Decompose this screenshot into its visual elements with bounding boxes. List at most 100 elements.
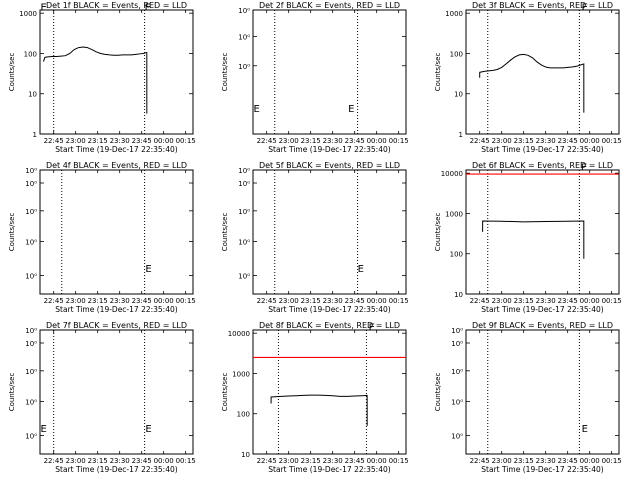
- x-tick-label: 23:45: [558, 137, 578, 145]
- y-tick-label: 10⁰: [25, 340, 37, 348]
- e-marker: E: [40, 424, 46, 435]
- x-tick-label: 23:30: [110, 457, 130, 465]
- e-marker: E: [145, 424, 151, 435]
- y-axis-label: Counts/sec: [8, 53, 16, 92]
- x-tick-label: 00:15: [389, 457, 409, 465]
- x-tick-label: 23:15: [88, 457, 108, 465]
- x-tick-label: 22:45: [44, 457, 64, 465]
- y-axis-label: Counts/sec: [434, 213, 442, 252]
- panel-title: Det 8f BLACK = Events, RED = LLD: [259, 321, 400, 330]
- y-tick-label: 10000: [441, 170, 463, 178]
- x-tick-label: 23:15: [514, 137, 534, 145]
- x-tick-label: 23:30: [536, 457, 556, 465]
- y-tick-label: 1000: [232, 370, 250, 378]
- detector-panel: Det 5f BLACK = Events, RED = LLD 22:45 23:…: [221, 161, 409, 314]
- y-tick-label: 10⁰: [238, 7, 250, 15]
- panel-title: Det 9f BLACK = Events, RED = LLD: [472, 321, 613, 330]
- events-series-line: [270, 394, 368, 426]
- x-tick-label: 23:30: [536, 297, 556, 305]
- x-tick-label: 00:15: [176, 137, 196, 145]
- panel-title: Det 5f BLACK = Events, RED = LLD: [259, 161, 400, 170]
- y-tick-label: 10⁰: [25, 238, 37, 246]
- y-tick-label: 10⁰: [25, 327, 37, 335]
- x-tick-label: 00:00: [367, 137, 387, 145]
- e-marker: E: [581, 163, 587, 174]
- x-tick-label: 23:15: [514, 297, 534, 305]
- y-axis-label: Counts/sec: [221, 373, 229, 412]
- x-tick-label: 23:15: [301, 137, 321, 145]
- y-tick-label: 10⁰: [451, 432, 463, 440]
- plot-frame: [252, 329, 407, 455]
- x-tick-label: 23:00: [492, 297, 512, 305]
- y-tick-label: 10⁰: [451, 398, 463, 406]
- y-tick-label: 10⁰: [25, 180, 37, 188]
- x-tick-label: 23:15: [88, 137, 108, 145]
- x-tick-label: 22:45: [44, 297, 64, 305]
- y-tick-label: 10: [28, 91, 37, 99]
- x-tick-label: 00:15: [602, 137, 622, 145]
- e-marker: E: [40, 3, 46, 14]
- x-tick-label: 23:45: [132, 457, 152, 465]
- y-tick-label: 10⁰: [25, 398, 37, 406]
- plot-frame: [252, 9, 407, 135]
- x-tick-label: 22:45: [470, 297, 490, 305]
- x-axis-label: Start Time (19-Dec-17 22:35:40): [268, 145, 390, 154]
- plot-frame: [465, 169, 620, 295]
- x-tick-label: 00:00: [154, 137, 174, 145]
- x-tick-label: 23:45: [345, 457, 365, 465]
- x-tick-label: 23:45: [132, 137, 152, 145]
- y-axis-label: Counts/sec: [221, 53, 229, 92]
- x-tick-label: 22:45: [257, 137, 277, 145]
- x-tick-label: 00:00: [154, 457, 174, 465]
- events-series-line: [482, 220, 585, 259]
- x-axis-label: Start Time (19-Dec-17 22:35:40): [55, 465, 177, 474]
- x-tick-label: 23:15: [301, 457, 321, 465]
- x-tick-label: 00:00: [580, 457, 600, 465]
- y-tick-label: 10⁰: [238, 238, 250, 246]
- x-tick-label: 23:00: [279, 457, 299, 465]
- x-tick-label: 00:15: [176, 297, 196, 305]
- y-tick-label: 10⁰: [238, 272, 250, 280]
- events-series-line: [42, 46, 148, 114]
- y-tick-label: 10⁰: [238, 180, 250, 188]
- y-tick-label: 10⁰: [451, 368, 463, 376]
- y-tick-label: 10⁰: [238, 63, 250, 71]
- y-tick-label: 10⁰: [25, 368, 37, 376]
- plot-frame: [39, 329, 194, 455]
- y-tick-label: 10⁰: [25, 208, 37, 216]
- x-tick-label: 23:45: [345, 297, 365, 305]
- e-marker: E: [348, 104, 354, 115]
- x-tick-label: 00:00: [367, 457, 387, 465]
- y-tick-label: 10: [454, 291, 463, 299]
- x-tick-label: 23:45: [558, 457, 578, 465]
- x-tick-label: 00:15: [602, 297, 622, 305]
- x-axis-label: Start Time (19-Dec-17 22:35:40): [268, 465, 390, 474]
- panel-title: Det 7f BLACK = Events, RED = LLD: [46, 321, 187, 330]
- e-marker: E: [145, 264, 151, 275]
- x-tick-label: 22:45: [257, 297, 277, 305]
- y-axis-label: Counts/sec: [8, 373, 16, 412]
- x-tick-label: 00:15: [389, 297, 409, 305]
- x-tick-label: 00:15: [389, 137, 409, 145]
- x-tick-label: 22:45: [44, 137, 64, 145]
- y-axis-label: Counts/sec: [434, 53, 442, 92]
- x-tick-label: 22:45: [257, 457, 277, 465]
- x-tick-label: 00:00: [367, 297, 387, 305]
- e-marker: E: [582, 3, 588, 14]
- plot-frame: [39, 169, 194, 295]
- panel-title: Det 6f BLACK = Events, RED = LLD: [472, 161, 613, 170]
- x-tick-label: 23:00: [66, 457, 86, 465]
- x-tick-label: 23:30: [323, 457, 343, 465]
- x-tick-label: 00:00: [580, 297, 600, 305]
- y-tick-label: 10: [241, 451, 250, 459]
- y-tick-label: 10⁰: [238, 167, 250, 175]
- x-axis-label: Start Time (19-Dec-17 22:35:40): [55, 145, 177, 154]
- y-tick-label: 10⁰: [25, 272, 37, 280]
